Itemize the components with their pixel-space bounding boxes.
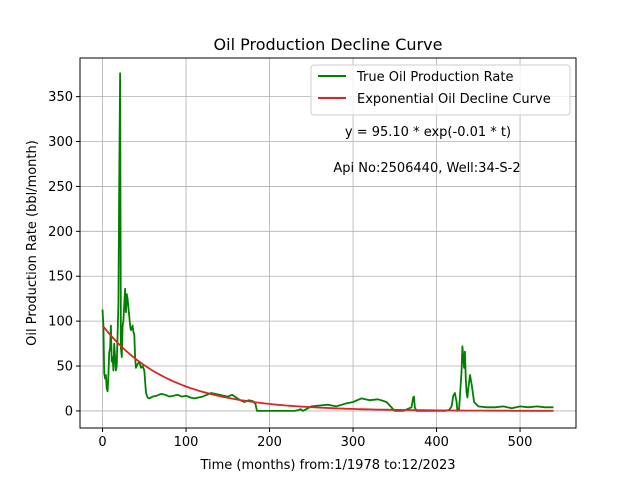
legend-label-decline-curve: Exponential Oil Decline Curve [357,92,551,107]
y-tick-label: 200 [48,225,73,240]
x-tick-label: 0 [98,435,106,450]
x-tick-label: 500 [508,435,533,450]
legend-label-true-rate: True Oil Production Rate [356,70,513,85]
chart-title: Oil Production Decline Curve [214,35,443,54]
x-tick-label: 200 [257,435,282,450]
y-tick-label: 100 [48,315,73,330]
y-tick-label: 150 [48,270,73,285]
y-axis-ticks: 0 50 100 150 200 250 300 350 [48,90,80,419]
x-tick-label: 100 [174,435,199,450]
y-axis-label: Oil Production Rate (bbl/month) [25,140,40,346]
series-line-decline-curve [101,324,554,412]
y-tick-label: 300 [48,135,73,150]
y-tick-label: 250 [48,180,73,195]
legend: True Oil Production Rate Exponential Oil… [310,64,571,116]
x-tick-label: 400 [424,435,449,450]
x-axis-label: Time (months) from:1/1978 to:12/2023 [199,458,455,473]
equation-annotation: y = 95.10 * exp(-0.01 * t) [345,125,511,140]
y-tick-label: 350 [48,90,73,105]
y-tick-label: 50 [56,360,73,375]
y-tick-label: 0 [65,404,73,419]
legend-box [310,64,571,116]
x-tick-label: 300 [341,435,366,450]
series-layer [101,72,554,412]
plot-frame [79,57,577,429]
x-axis-ticks: 0 100 200 300 400 500 [98,428,532,450]
well-annotation: Api No:2506440, Well:34-S-2 [333,161,520,176]
